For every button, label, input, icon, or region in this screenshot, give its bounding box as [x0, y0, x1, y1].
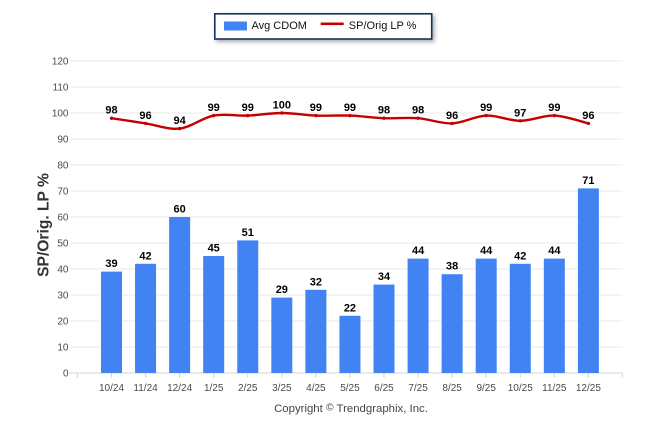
- svg-text:7/25: 7/25: [408, 383, 428, 394]
- svg-text:98: 98: [378, 105, 390, 117]
- svg-text:110: 110: [53, 83, 69, 94]
- svg-text:30: 30: [57, 291, 69, 302]
- svg-text:4/25: 4/25: [306, 383, 326, 394]
- svg-text:12/24: 12/24: [167, 383, 192, 394]
- svg-text:45: 45: [208, 243, 220, 255]
- svg-text:96: 96: [582, 110, 594, 122]
- svg-text:44: 44: [548, 245, 561, 257]
- svg-text:99: 99: [344, 102, 356, 114]
- svg-text:42: 42: [139, 250, 151, 262]
- svg-text:98: 98: [105, 105, 117, 117]
- svg-text:98: 98: [412, 105, 424, 117]
- svg-text:70: 70: [57, 187, 69, 198]
- svg-text:9/25: 9/25: [476, 383, 496, 394]
- svg-text:60: 60: [174, 204, 186, 216]
- svg-text:80: 80: [57, 161, 69, 172]
- svg-text:10: 10: [57, 343, 69, 354]
- svg-text:99: 99: [310, 102, 322, 114]
- svg-text:90: 90: [57, 135, 69, 146]
- svg-text:99: 99: [242, 102, 254, 114]
- svg-text:32: 32: [310, 276, 322, 288]
- svg-text:39: 39: [105, 258, 117, 270]
- svg-text:Avg CDOM: Avg CDOM: [252, 20, 307, 32]
- svg-text:40: 40: [57, 265, 69, 276]
- svg-text:96: 96: [139, 110, 151, 122]
- svg-text:44: 44: [480, 245, 493, 257]
- svg-text:22: 22: [344, 302, 356, 314]
- svg-text:38: 38: [446, 261, 458, 273]
- svg-text:94: 94: [174, 115, 187, 127]
- svg-text:100: 100: [52, 109, 69, 120]
- svg-text:96: 96: [446, 110, 458, 122]
- svg-text:10/25: 10/25: [508, 383, 533, 394]
- svg-text:42: 42: [514, 250, 526, 262]
- svg-text:97: 97: [514, 107, 526, 119]
- svg-text:99: 99: [480, 102, 492, 114]
- svg-text:50: 50: [57, 239, 69, 250]
- svg-text:5/25: 5/25: [340, 383, 360, 394]
- svg-text:20: 20: [57, 317, 69, 328]
- svg-text:SP/Orig. LP %: SP/Orig. LP %: [36, 173, 53, 277]
- svg-text:60: 60: [57, 213, 69, 224]
- svg-text:34: 34: [378, 271, 391, 283]
- svg-text:Copyright © Trendgraphix, Inc.: Copyright © Trendgraphix, Inc.: [274, 403, 428, 415]
- svg-text:1/25: 1/25: [204, 383, 224, 394]
- svg-text:3/25: 3/25: [272, 383, 292, 394]
- svg-text:71: 71: [582, 175, 594, 187]
- svg-text:8/25: 8/25: [442, 383, 462, 394]
- svg-text:29: 29: [276, 284, 288, 296]
- svg-text:120: 120: [52, 57, 69, 68]
- svg-text:11/24: 11/24: [133, 383, 158, 394]
- svg-text:51: 51: [242, 227, 254, 239]
- svg-text:100: 100: [273, 100, 291, 112]
- svg-text:11/25: 11/25: [542, 383, 567, 394]
- svg-text:10/24: 10/24: [99, 383, 124, 394]
- svg-text:99: 99: [208, 102, 220, 114]
- svg-text:0: 0: [63, 369, 69, 380]
- svg-text:99: 99: [548, 102, 560, 114]
- svg-text:2/25: 2/25: [238, 383, 258, 394]
- svg-text:12/25: 12/25: [576, 383, 601, 394]
- svg-text:6/25: 6/25: [374, 383, 394, 394]
- svg-text:SP/Orig LP %: SP/Orig LP %: [349, 20, 417, 32]
- svg-text:44: 44: [412, 245, 425, 257]
